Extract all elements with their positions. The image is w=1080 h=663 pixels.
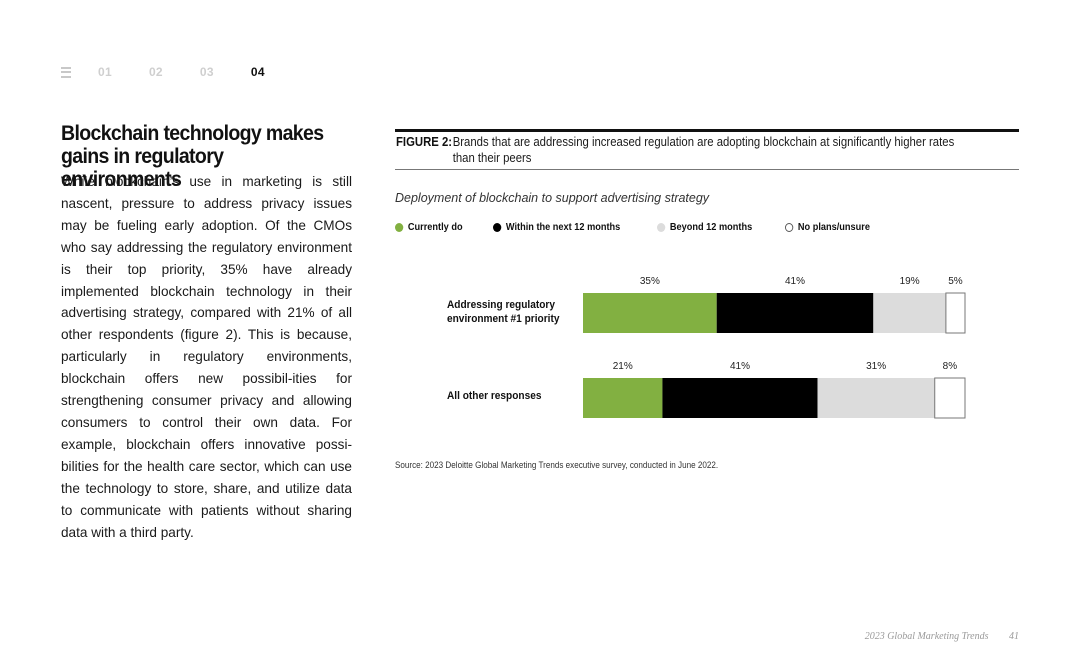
row-label-all-other: All other responses bbox=[447, 390, 542, 402]
figure-label: FIGURE 2: bbox=[396, 135, 453, 149]
nav-item-04[interactable]: 04 bbox=[250, 65, 265, 79]
page-footer: 2023 Global Marketing Trends 41 bbox=[865, 631, 1019, 642]
legend-label-within-12-months: Within the next 12 months bbox=[506, 222, 621, 233]
legend-item-beyond-12-months: Beyond 12 months bbox=[656, 222, 753, 233]
legend-swatch-currently-do bbox=[395, 223, 404, 232]
bar-no-plans-row-2 bbox=[934, 377, 966, 419]
figure-source: Source: 2023 Deloitte Global Marketing T… bbox=[395, 460, 719, 470]
data-label-currently-do-row-1: 35% bbox=[639, 276, 660, 287]
footer-publication: 2023 Global Marketing Trends bbox=[864, 631, 989, 642]
bar-no-plans-row-1 bbox=[945, 292, 966, 334]
chart-legend: Currently do Within the next 12 months B… bbox=[395, 222, 903, 233]
legend-label-beyond-12-months: Beyond 12 months bbox=[669, 222, 753, 233]
bar-within-12-months-row-1 bbox=[716, 293, 874, 333]
nav-item-03[interactable]: 03 bbox=[199, 65, 214, 79]
legend-swatch-no-plans bbox=[785, 223, 794, 232]
section-nav: 01 02 03 04 bbox=[61, 64, 302, 80]
legend-item-currently-do: Currently do bbox=[395, 222, 463, 233]
legend-label-currently-do: Currently do bbox=[407, 222, 463, 233]
row-label-regulatory-priority: Addressing regulatory environment #1 pri… bbox=[447, 299, 560, 325]
data-label-beyond-12-months-row-1: 19% bbox=[899, 276, 920, 287]
nav-item-02[interactable]: 02 bbox=[148, 65, 163, 79]
figure-bottom-rule bbox=[395, 169, 1019, 170]
figure-caption-text: Brands that are addressing increased reg… bbox=[452, 135, 955, 165]
data-label-currently-do-row-2: 21% bbox=[612, 361, 633, 372]
nav-item-01[interactable]: 01 bbox=[98, 65, 112, 79]
data-label-within-12-months-row-2: 41% bbox=[729, 361, 750, 372]
data-label-no-plans-row-1: 5% bbox=[948, 276, 963, 287]
legend-item-within-12-months: Within the next 12 months bbox=[493, 222, 621, 233]
article-headline: Blockchain technology makes gains in reg… bbox=[61, 122, 324, 191]
menu-icon[interactable] bbox=[61, 66, 71, 78]
legend-swatch-within-12-months bbox=[493, 223, 502, 232]
figure-caption: FIGURE 2: Brands that are addressing inc… bbox=[396, 134, 954, 166]
figure-top-rule bbox=[395, 129, 1019, 132]
legend-item-no-plans: No plans/unsure bbox=[785, 222, 870, 233]
page-number: 41 bbox=[1009, 631, 1019, 642]
bar-beyond-12-months-row-1 bbox=[873, 293, 946, 333]
bar-within-12-months-row-2 bbox=[662, 378, 818, 418]
bar-currently-do-row-1 bbox=[583, 293, 717, 333]
data-label-beyond-12-months-row-2: 31% bbox=[866, 361, 887, 372]
legend-label-no-plans: No plans/unsure bbox=[798, 222, 871, 233]
data-label-within-12-months-row-1: 41% bbox=[784, 276, 806, 287]
data-label-no-plans-row-2: 8% bbox=[942, 361, 958, 372]
legend-swatch-beyond-12-months bbox=[656, 223, 666, 232]
article-body: While blockchain’s use in marketing is s… bbox=[61, 174, 352, 540]
bar-beyond-12-months-row-2 bbox=[817, 378, 935, 418]
chart-title: Deployment of blockchain to support adve… bbox=[395, 191, 710, 205]
bar-currently-do-row-2 bbox=[583, 378, 663, 418]
